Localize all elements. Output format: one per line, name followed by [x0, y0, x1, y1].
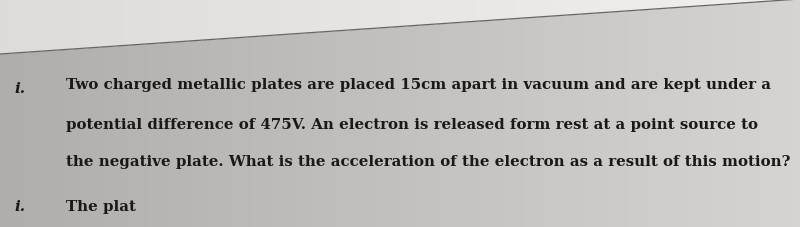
Text: i.: i.: [14, 199, 26, 213]
Text: Two charged metallic plates are placed 15cm apart in vacuum and are kept under a: Two charged metallic plates are placed 1…: [66, 78, 770, 92]
Text: the negative plate. What is the acceleration of the electron as a result of this: the negative plate. What is the accelera…: [66, 154, 790, 168]
Text: i.: i.: [14, 82, 26, 96]
Text: The plat: The plat: [66, 199, 135, 213]
Text: potential difference of 475V. An electron is released form rest at a point sourc: potential difference of 475V. An electro…: [66, 118, 758, 131]
